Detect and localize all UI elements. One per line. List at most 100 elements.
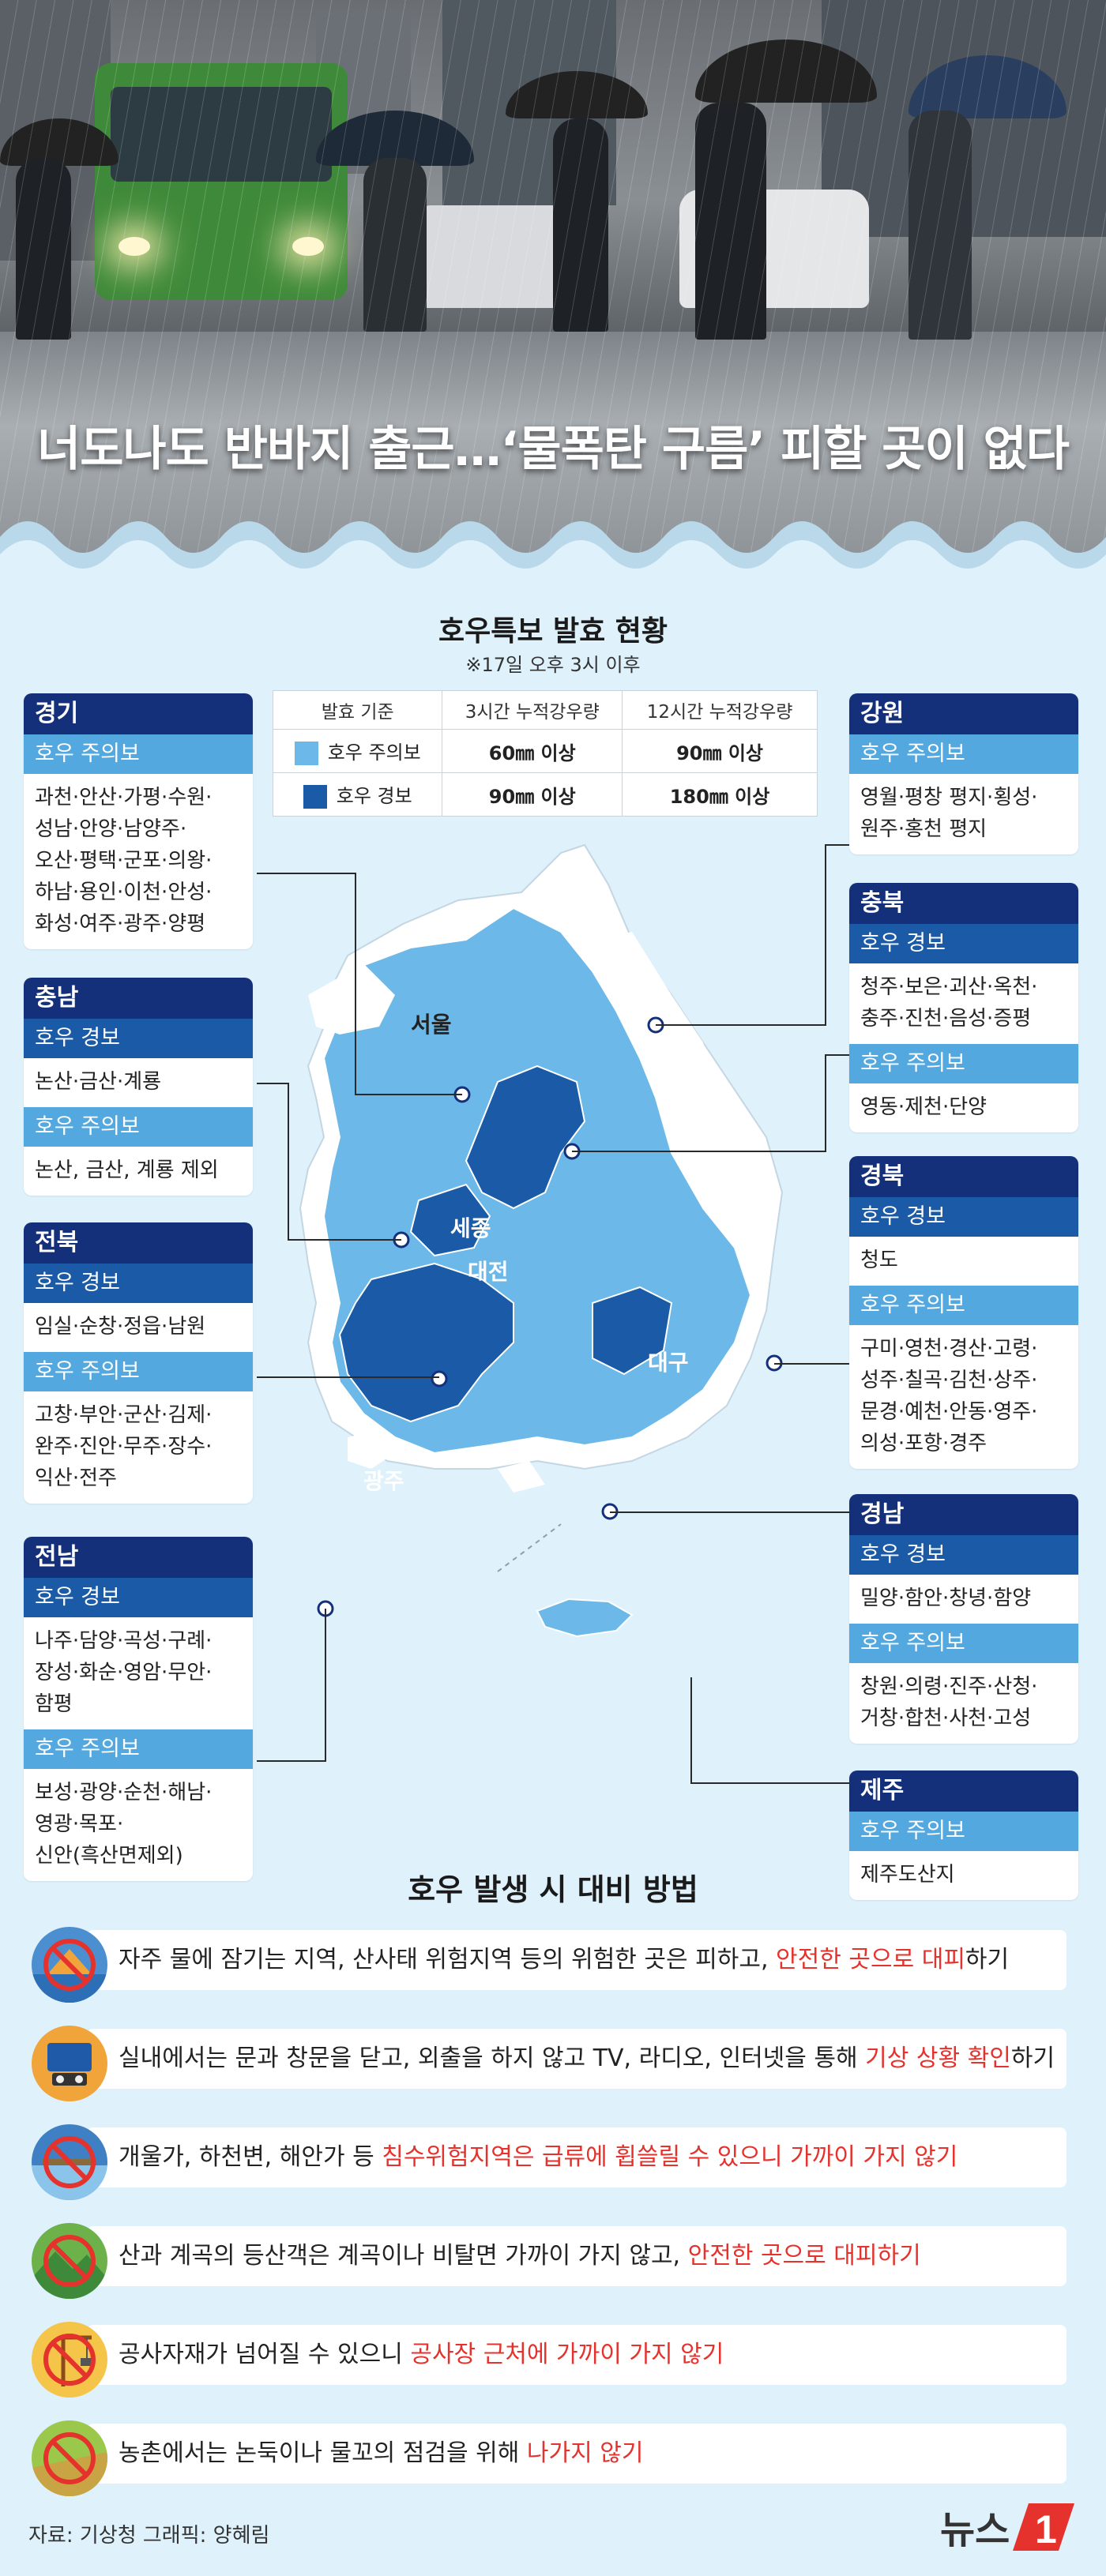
- marker-gangwon: [647, 1016, 664, 1034]
- advisory-label: 호우 주의보: [24, 1107, 253, 1147]
- advisory-label: 호우 주의보: [849, 734, 1078, 774]
- measure-item: 농촌에서는 논둑이나 물꼬의 점검을 위해 나가지 않기: [32, 2420, 1074, 2496]
- warning-area-jeolla: [338, 1262, 514, 1423]
- warning-label: 호우 경보: [24, 1264, 253, 1303]
- advisory-label: 호우 주의보: [849, 1812, 1078, 1851]
- warning-label: 호우 경보: [849, 1197, 1078, 1237]
- region-list: 보성·광양·순천·해남· 영광·목포· 신안(흑산면제외): [35, 1781, 213, 1868]
- measure-text: 농촌에서는 논둑이나 물꼬의 점검을 위해 나가지 않기: [118, 2439, 644, 2467]
- region-card-chungnam: 충남 호우 경보 논산·금산·계룡 호우 주의보 논산, 금산, 계룡 제외: [24, 978, 253, 1196]
- construction-crane-icon: [32, 2322, 107, 2398]
- region-list: 논산·금산·계룡: [35, 1070, 162, 1094]
- marker-chungnam: [393, 1231, 410, 1249]
- region-card-gangwon: 강원 호우 주의보 영월·평창 평지·횡성· 원주·홍천 평지: [849, 693, 1078, 854]
- region-card-jeju: 제주 호우 주의보 제주도산지: [849, 1771, 1078, 1900]
- no-farmland-icon: [32, 2420, 107, 2496]
- legend-header-12h: 12시간 누적강우량: [622, 690, 818, 730]
- region-name: 강원: [849, 693, 1078, 734]
- region-list: 고창·부안·군산·김제· 완주·진안·무주·장수· 익산·전주: [35, 1403, 213, 1490]
- measure-text: 실내에서는 문과 창문을 닫고, 외출을 하지 않고 TV, 라디오, 인터넷을…: [118, 2045, 1055, 2072]
- region-card-chungbuk: 충북 호우 경보 청주·보은·괴산·옥천· 충주·진천·음성·증평 호우 주의보 …: [849, 883, 1078, 1132]
- region-name: 경북: [849, 1156, 1078, 1197]
- measure-text: 자주 물에 잠기는 지역, 산사태 위험지역 등의 위험한 곳은 피하고, 안전…: [118, 1946, 1010, 1973]
- jeju-island: [536, 1598, 634, 1638]
- measure-text: 공사자재가 넘어질 수 있으니 공사장 근처에 가까이 가지 않기: [118, 2341, 724, 2368]
- map-label-daegu: 대구: [648, 1350, 689, 1376]
- map-label-seoul: 서울: [411, 1012, 452, 1038]
- region-card-gyeongbuk: 경북 호우 경보 청도 호우 주의보 구미·영천·경산·고령· 성주·칠곡·김천·…: [849, 1156, 1078, 1469]
- legend-table: 발효 기준 3시간 누적강우량 12시간 누적강우량 호우 주의보 60㎜ 이상…: [272, 690, 818, 817]
- warning-swatch: [303, 785, 327, 809]
- advisory-label: 호우 주의보: [849, 1286, 1078, 1325]
- warning-label: 호우 경보: [24, 1578, 253, 1617]
- hero-photo: [0, 0, 1106, 569]
- legend-value: 90㎜ 이상: [622, 729, 818, 773]
- region-name: 제주: [849, 1771, 1078, 1812]
- section-subtitle: ※17일 오후 3시 이후: [465, 654, 641, 676]
- region-list: 밀양·함안·창녕·함양: [860, 1587, 1032, 1610]
- region-list: 과천·안산·가평·수원· 성남·안양·남양주· 오산·평택·군포·의왕· 하남·용인·…: [35, 786, 213, 936]
- advisory-swatch: [294, 742, 318, 765]
- map-label-gwangju: 광주: [363, 1468, 404, 1494]
- legend-value: 60㎜ 이상: [442, 729, 623, 773]
- measure-text: 산과 계곡의 등산객은 계곡이나 비탈면 가까이 가지 않고, 안전한 곳으로 …: [118, 2242, 921, 2270]
- measure-item: 실내에서는 문과 창문을 닫고, 외출을 하지 않고 TV, 라디오, 인터넷을…: [32, 2026, 1074, 2101]
- bus: [95, 63, 348, 300]
- marker-gyeonggi: [453, 1086, 471, 1103]
- region-list: 청주·보은·괴산·옥천· 충주·진천·음성·증평: [860, 975, 1038, 1031]
- island: [348, 1429, 395, 1469]
- advisory-label: 호우 주의보: [849, 1044, 1078, 1083]
- region-list: 구미·영천·경산·고령· 성주·칠곡·김천·상주· 문경·예천·안동·영주· 의성·포…: [860, 1337, 1038, 1455]
- flooded-area-icon: [32, 1927, 107, 2003]
- legend-value: 90㎜ 이상: [442, 772, 623, 817]
- advisory-label: 호우 주의보: [24, 1729, 253, 1769]
- legend-row-label: 호우 경보: [272, 772, 443, 817]
- wave-divider: [0, 521, 1106, 576]
- measure-text: 개울가, 하천변, 해안가 등 침수위험지역은 급류에 휩쓸릴 수 있으니 가까…: [118, 2143, 958, 2171]
- region-card-gyeonggi: 경기 호우 주의보 과천·안산·가평·수원· 성남·안양·남양주· 오산·평택·군포…: [24, 693, 253, 949]
- logo-text: 뉴스: [940, 2510, 1010, 2552]
- legend-header-3h: 3시간 누적강우량: [442, 690, 623, 730]
- region-card-gyeongnam: 경남 호우 경보 밀양·함안·창녕·함양 호우 주의보 창원·의령·진주·산청·…: [849, 1494, 1078, 1744]
- island: [498, 1461, 545, 1493]
- tv-radio-icon: [32, 2026, 107, 2101]
- warning-label: 호우 경보: [849, 924, 1078, 963]
- marker-jeonbuk: [431, 1370, 448, 1388]
- region-name: 전남: [24, 1537, 253, 1578]
- warning-label: 호우 경보: [849, 1535, 1078, 1575]
- measure-item: 산과 계곡의 등산객은 계곡이나 비탈면 가까이 가지 않고, 안전한 곳으로 …: [32, 2223, 1074, 2299]
- legend-row-label: 호우 주의보: [272, 729, 443, 773]
- region-list: 창원·의령·진주·산청· 거창·합천·사천·고성: [860, 1675, 1038, 1730]
- region-card-jeonbuk: 전북 호우 경보 임실·순창·정읍·남원 호우 주의보 고창·부안·군산·김제·…: [24, 1222, 253, 1504]
- region-name: 충북: [849, 883, 1078, 924]
- region-name: 전북: [24, 1222, 253, 1264]
- land-base: [687, 1121, 758, 1248]
- marker-gyeongnam: [601, 1503, 619, 1520]
- svg-text:1: 1: [1035, 2507, 1057, 2552]
- advisory-label: 호우 주의보: [849, 1624, 1078, 1663]
- region-list: 영월·평창 평지·횡성· 원주·홍천 평지: [860, 786, 1038, 841]
- warning-area-gyeongnam: [592, 1286, 673, 1376]
- measure-item: 공사자재가 넘어질 수 있으니 공사장 근처에 가까이 가지 않기: [32, 2322, 1074, 2398]
- region-list: 임실·순창·정읍·남원: [35, 1315, 206, 1339]
- warning-label: 호우 경보: [24, 1019, 253, 1058]
- no-valley-icon: [32, 2223, 107, 2299]
- region-name: 경기: [24, 693, 253, 734]
- region-list: 제주도산지: [860, 1863, 955, 1887]
- no-riverside-icon: [32, 2124, 107, 2200]
- region-list: 영동·제천·단양: [860, 1095, 988, 1119]
- map-label-daejeon: 대전: [468, 1259, 509, 1285]
- region-name: 충남: [24, 978, 253, 1019]
- region-list: 청도: [860, 1249, 898, 1272]
- warning-area-chungnam: [409, 1183, 491, 1257]
- marker-gyeongbuk: [766, 1354, 783, 1372]
- measure-item: 자주 물에 잠기는 지역, 산사태 위험지역 등의 위험한 곳은 피하고, 안전…: [32, 1927, 1074, 2003]
- map-label-sejong: 세종: [450, 1215, 491, 1241]
- measures-title: 호우 발생 시 대비 방법: [408, 1872, 698, 1907]
- legend-value: 180㎜ 이상: [622, 772, 818, 817]
- region-list: 논산, 금산, 계룡 제외: [35, 1158, 219, 1182]
- region-card-jeonnam: 전남 호우 경보 나주·담양·곡성·구례· 장성·화순·영암·무안· 함평 호우 주…: [24, 1537, 253, 1881]
- measure-item: 개울가, 하천변, 해안가 등 침수위험지역은 급류에 휩쓸릴 수 있으니 가까…: [32, 2124, 1074, 2200]
- advisory-label: 호우 주의보: [24, 1352, 253, 1391]
- marker-jeonnam: [317, 1600, 334, 1617]
